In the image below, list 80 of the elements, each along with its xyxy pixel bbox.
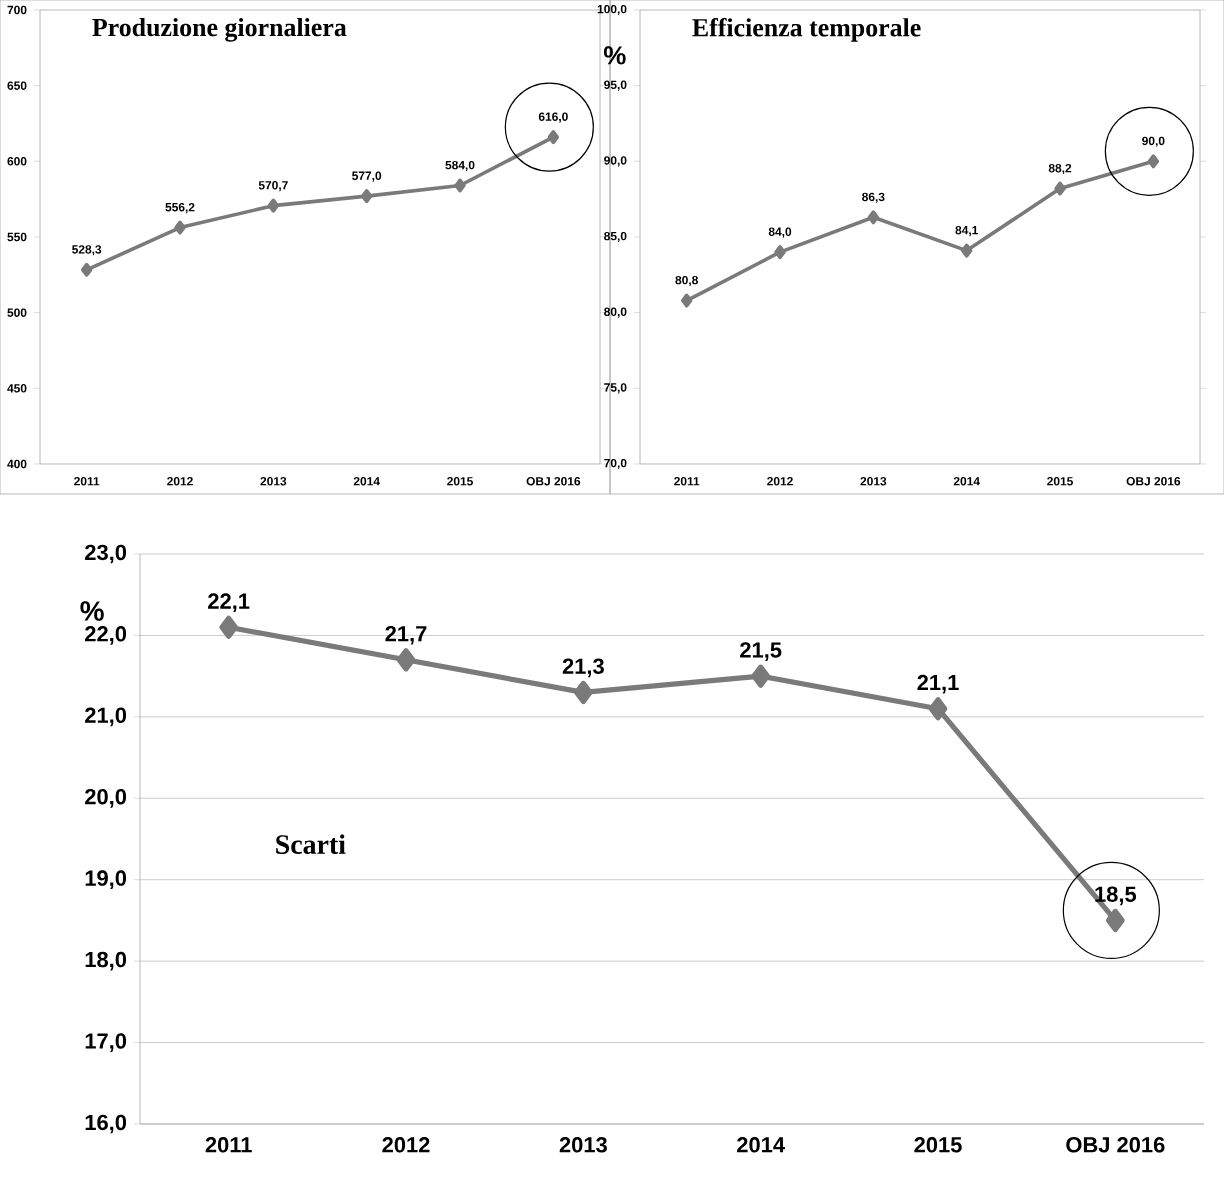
x-tick-label: OBJ 2016 [1066,1137,1165,1153]
chart-title: Efficienza temporale [692,17,921,42]
point [267,198,280,213]
y-tick-label: 95,0 [604,80,627,91]
y-tick-label: 16,0 [85,1114,127,1134]
data-label: 616,0 [538,112,568,123]
point [174,220,186,235]
point [867,210,880,225]
chart-title: Produzione giornaliera [92,17,347,42]
x-tick-label: OBJ 2016 [526,477,581,486]
point [928,697,948,721]
data-label: 584,0 [445,160,475,172]
x-tick-label: 2012 [167,477,193,486]
data-label: 22,1 [208,593,250,613]
data-label: 80,8 [675,275,698,287]
x-tick-label: 2015 [447,477,473,486]
data-label: 18,5 [1095,886,1137,906]
x-tick-label: 2014 [353,477,380,486]
point [219,615,239,639]
y-tick-label: 19,0 [85,870,127,890]
data-label: 84,1 [955,225,978,237]
point [574,680,593,705]
y-tick-label: 80,0 [604,307,627,318]
x-tick-label: 2014 [737,1137,785,1153]
y-tick-label: 75,0 [604,383,627,394]
x-tick-label: 2011 [674,477,700,486]
x-tick-label: 2015 [914,1137,962,1153]
data-label: 86,3 [862,192,885,203]
x-tick-label: 2015 [1047,477,1073,486]
point [80,262,93,277]
y-tick-label: 500 [7,308,27,317]
y-tick-label: 85,0 [604,231,627,243]
y-tick-label: 17,0 [85,1033,127,1052]
y-tick-label: 21,0 [85,707,127,727]
point [680,293,693,308]
data-label: 21,1 [917,674,959,694]
point [751,664,771,688]
point [360,189,373,204]
x-tick-label: 2013 [260,477,287,486]
point [1147,154,1160,169]
x-tick-label: 2013 [860,477,887,486]
y-tick-label: 600 [7,157,27,166]
x-tick-label: 2012 [382,1137,430,1153]
point [1054,181,1066,196]
y-tick-label: 450 [7,384,27,393]
x-tick-label: 2011 [205,1137,252,1153]
text: Scarti [276,834,346,854]
data-label: 556,2 [165,202,195,214]
data-label: 577,0 [352,171,382,182]
data-label: 90,0 [1142,136,1165,147]
data-label: 84,0 [768,227,792,238]
y-tick-label: 18,0 [85,951,127,971]
data-label: 21,5 [740,642,782,661]
point [960,243,973,258]
y-tick-label: 22,0 [85,626,127,645]
y-tick-label: 20,0 [85,788,127,808]
data-label: 21,3 [562,658,604,678]
x-tick-label: 2012 [767,477,793,486]
point [774,245,786,260]
y-tick-label: 650 [7,81,27,90]
y-tick-label: 550 [7,232,27,242]
y-tick-label: 23,0 [85,544,127,564]
x-tick-label: 2014 [953,477,980,486]
point [454,178,466,193]
y-tick-label: 400 [7,459,27,469]
data-label: 570,7 [258,181,288,192]
x-tick-label: 2011 [74,477,100,486]
y-tick-label: 70,0 [604,458,627,470]
y-tick-label: 700 [7,5,27,15]
y-tick-label: 90,0 [604,156,627,167]
point [396,648,416,672]
data-label: 21,7 [385,625,427,645]
x-tick-label: OBJ 2016 [1126,477,1181,486]
point [547,130,560,145]
data-label: 528,3 [72,245,102,256]
y-tick-label: 100,0 [597,4,627,16]
y-axis-title: % [603,46,626,65]
data-label: 88,2 [1048,163,1072,175]
x-tick-label: 2013 [559,1137,607,1153]
y-axis-title: % [80,601,104,621]
